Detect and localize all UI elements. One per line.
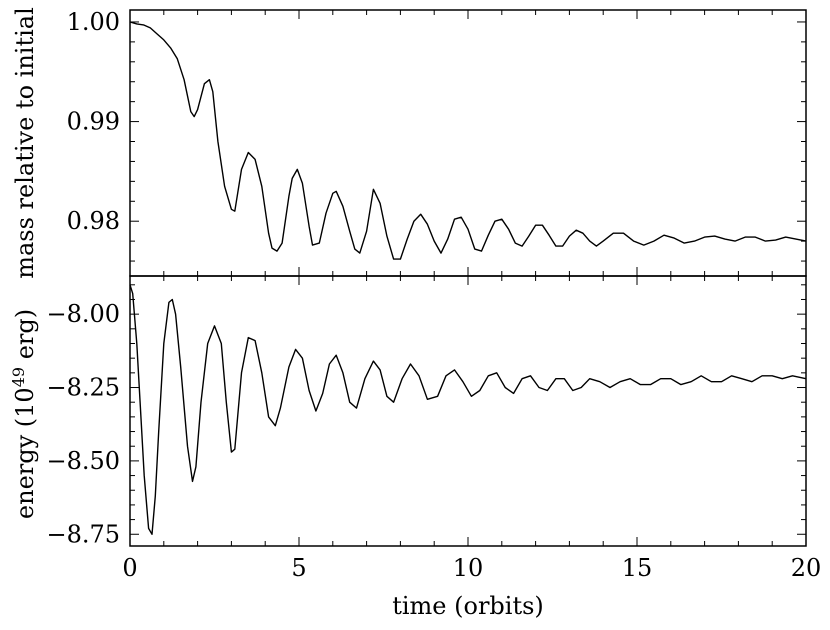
energy-axis-label-main: energy (10 [11,387,39,519]
energy-x-tick-label: 5 [291,554,306,582]
energy-panel: −8.75 −8.50 −8.25 −8.00 0 5 10 15 20 [46,275,822,582]
energy-y-tick-label: −8.50 [46,447,120,475]
energy-x-tick-label: 15 [622,554,653,582]
energy-y-tick-label: −8.25 [46,374,120,402]
energy-x-tick-label: 20 [791,554,822,582]
energy-axis-label: energy (1049 erg) [9,309,39,519]
energy-x-tick-label: 10 [453,554,484,582]
mass-axis-label: mass relative to initial [11,7,39,279]
energy-x-tick-label: 0 [122,554,137,582]
mass-y-tick-label: 0.99 [67,108,120,136]
mass-panel: 0.98 0.99 1.00 [67,8,807,277]
energy-series-line [129,284,807,535]
time-axis-label: time (orbits) [392,592,544,620]
energy-axis-label-unit: erg) [11,309,39,367]
mass-plot-frame [129,9,807,277]
mass-series-line [129,21,807,260]
energy-y-tick-label: −8.00 [46,300,120,328]
mass-y-tick-label: 1.00 [67,8,120,36]
energy-plot-frame [129,275,807,547]
energy-axis-label-exp: 49 [9,367,28,387]
mass-y-tick-label: 0.98 [67,207,120,235]
energy-y-tick-label: −8.75 [46,520,120,548]
